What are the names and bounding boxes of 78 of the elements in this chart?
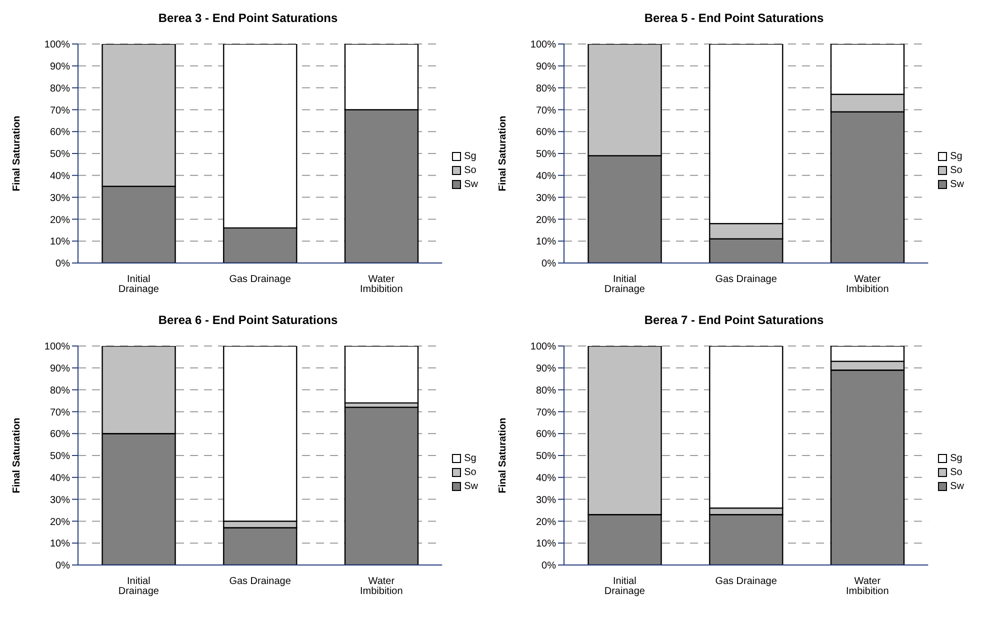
x-tick-label: Initial Drainage [604, 576, 646, 598]
legend-label: Sw [950, 481, 964, 492]
y-tick-label: 40% [50, 170, 70, 182]
y-tick-label: 90% [536, 363, 556, 374]
legend-label: Sg [950, 453, 962, 464]
y-tick-label: 30% [50, 192, 70, 204]
bar [344, 406, 419, 565]
y-tick-label: 100% [44, 40, 70, 51]
y-tick-label: 60% [50, 127, 70, 138]
y-axis-title: Final Saturation [498, 418, 509, 494]
chart-title: Berea 5 - End Point Saturations [643, 10, 825, 27]
legend-label: So [464, 467, 476, 478]
y-tick-label: 20% [50, 516, 70, 528]
y-axis-title: Final Saturation [12, 418, 23, 494]
y-tick-label: 60% [50, 429, 70, 440]
x-tick-label: Initial Drainage [118, 274, 160, 296]
chart-title: Berea 7 - End Point Saturations [643, 312, 825, 329]
y-tick-label: 40% [50, 472, 70, 484]
y-tick-label: 30% [50, 494, 70, 506]
x-tick-label: Gas Drainage [229, 576, 292, 588]
y-tick-label: 70% [50, 105, 70, 116]
y-tick-label: 70% [50, 407, 70, 418]
chart-title: Berea 6 - End Point Saturations [157, 312, 339, 329]
y-tick-label: 10% [50, 538, 70, 550]
bar [344, 346, 419, 404]
y-tick-label: 60% [536, 127, 556, 138]
y-tick-label: 100% [44, 342, 70, 353]
x-tick-label: Water Imbibition [846, 274, 889, 296]
legend-label: Sg [464, 151, 476, 162]
y-tick-label: 100% [530, 40, 556, 51]
x-tick-label: Water Imbibition [846, 576, 889, 598]
legend-label: Sw [464, 481, 478, 492]
y-tick-label: 50% [50, 451, 70, 462]
y-tick-label: 10% [50, 236, 70, 248]
legend-label: So [950, 467, 962, 478]
legend-label: Sg [950, 151, 962, 162]
y-tick-label: 50% [536, 149, 556, 160]
y-tick-label: 90% [50, 363, 70, 374]
y-tick-label: 60% [536, 429, 556, 440]
x-tick-label: Water Imbibition [360, 274, 403, 296]
y-tick-label: 20% [536, 214, 556, 226]
y-tick-label: 0% [56, 258, 70, 270]
y-tick-label: 100% [530, 342, 556, 353]
chart-title: Berea 3 - End Point Saturations [157, 10, 339, 27]
y-tick-label: 90% [50, 61, 70, 72]
y-tick-label: 30% [536, 494, 556, 506]
y-tick-label: 0% [542, 258, 556, 270]
legend-label: So [950, 165, 962, 176]
y-tick-label: 70% [536, 407, 556, 418]
y-tick-label: 20% [50, 214, 70, 226]
x-tick-label: Initial Drainage [604, 274, 646, 296]
x-tick-label: Gas Drainage [715, 576, 778, 588]
legend-label: Sw [464, 179, 478, 190]
y-tick-label: 0% [56, 560, 70, 572]
y-tick-label: 30% [536, 192, 556, 204]
y-tick-label: 50% [536, 451, 556, 462]
legend-label: So [464, 165, 476, 176]
y-tick-label: 80% [50, 385, 70, 396]
y-tick-label: 80% [536, 83, 556, 94]
y-tick-label: 80% [536, 385, 556, 396]
y-tick-label: 20% [536, 516, 556, 528]
legend-label: Sw [950, 179, 964, 190]
x-tick-label: Gas Drainage [715, 274, 778, 286]
y-tick-label: 40% [536, 170, 556, 182]
y-tick-label: 10% [536, 236, 556, 248]
y-tick-label: 40% [536, 472, 556, 484]
x-tick-label: Initial Drainage [118, 576, 160, 598]
y-axis-title: Final Saturation [498, 116, 509, 192]
legend-label: Sg [464, 453, 476, 464]
y-tick-label: 50% [50, 149, 70, 160]
y-axis-title: Final Saturation [12, 116, 23, 192]
y-tick-label: 0% [542, 560, 556, 572]
y-tick-label: 90% [536, 61, 556, 72]
y-tick-label: 70% [536, 105, 556, 116]
x-tick-label: Gas Drainage [229, 274, 292, 286]
y-tick-label: 80% [50, 83, 70, 94]
y-tick-label: 10% [536, 538, 556, 550]
x-tick-label: Water Imbibition [360, 576, 403, 598]
